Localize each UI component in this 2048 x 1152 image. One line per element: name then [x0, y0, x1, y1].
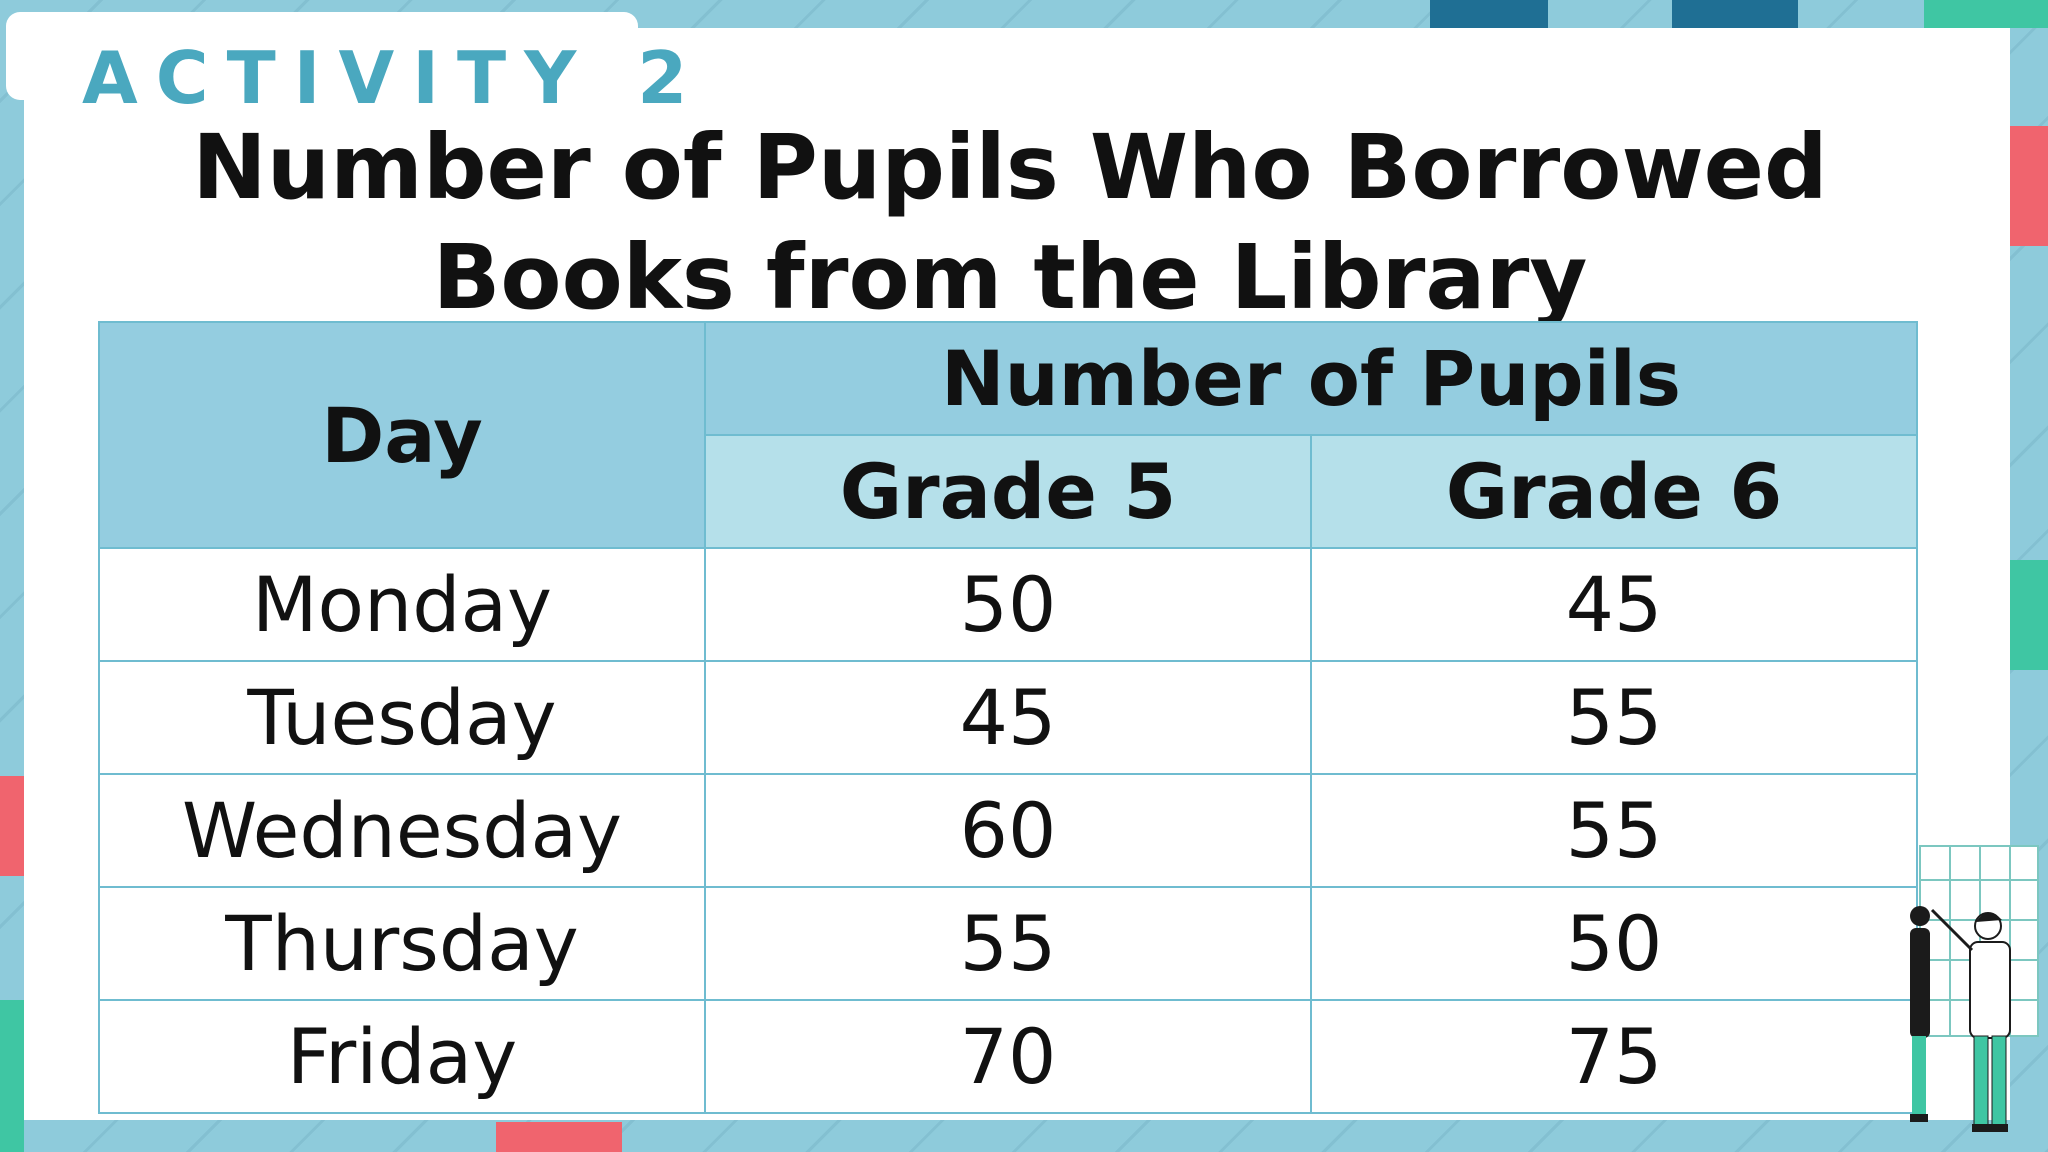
cell-day: Thursday [98, 886, 706, 1001]
cell-day: Monday [98, 547, 706, 662]
header-day: Day [98, 321, 706, 549]
table-row: Friday 70 75 [98, 999, 1919, 1114]
slide-title-line-1: Number of Pupils Who Borrowed [192, 115, 1828, 219]
table-row: Tuesday 45 55 [98, 660, 1919, 775]
people-at-board-illustration [1910, 845, 2039, 1132]
activity-label: ACTIVITY 2 [82, 36, 706, 120]
cell-grade-6: 50 [1309, 886, 1919, 1001]
header-grade-5: Grade 5 [704, 434, 1312, 549]
cell-day: Tuesday [98, 660, 706, 775]
cell-grade-6: 55 [1309, 660, 1919, 775]
table-subheader-row: Grade 5 Grade 6 [99, 434, 1919, 549]
deco-block-coral-bottom [496, 1122, 622, 1152]
slide-title-line-2: Books from the Library [432, 225, 1588, 329]
deco-block-green-top [1924, 0, 2048, 28]
cell-grade-6: 45 [1309, 547, 1919, 662]
cell-grade-6: 75 [1309, 999, 1919, 1114]
deco-block-navy-top-1 [1430, 0, 1548, 30]
cell-day: Wednesday [98, 773, 706, 888]
cell-grade-5: 50 [704, 547, 1312, 662]
deco-block-navy-top-2 [1672, 0, 1798, 30]
cell-grade-5: 60 [704, 773, 1312, 888]
cell-grade-5: 70 [704, 999, 1312, 1114]
deco-block-coral-right [2010, 126, 2048, 246]
deco-block-green-left [0, 1000, 24, 1152]
person-left-icon [1910, 906, 1930, 1122]
deco-block-green-right [2010, 560, 2048, 670]
activity-tab [6, 12, 638, 100]
person-right-icon [1930, 908, 2011, 1132]
table-row: Monday 50 45 [98, 547, 1919, 662]
slide-title: Number of Pupils Who Borrowed Books from… [100, 112, 1920, 332]
cell-grade-6: 55 [1309, 773, 1919, 888]
cell-grade-5: 45 [704, 660, 1312, 775]
pupils-table: Day Number of Pupils Grade 5 Grade 6 Mon… [98, 321, 1919, 1114]
table-row: Thursday 55 50 [98, 886, 1919, 1001]
table-header-row: Day Number of Pupils [98, 321, 1919, 549]
header-grade-6: Grade 6 [1309, 434, 1919, 549]
table-row: Wednesday 60 55 [98, 773, 1919, 888]
cell-day: Friday [98, 999, 706, 1114]
cell-grade-5: 55 [704, 886, 1312, 1001]
header-number-of-pupils: Number of Pupils [703, 321, 1919, 436]
